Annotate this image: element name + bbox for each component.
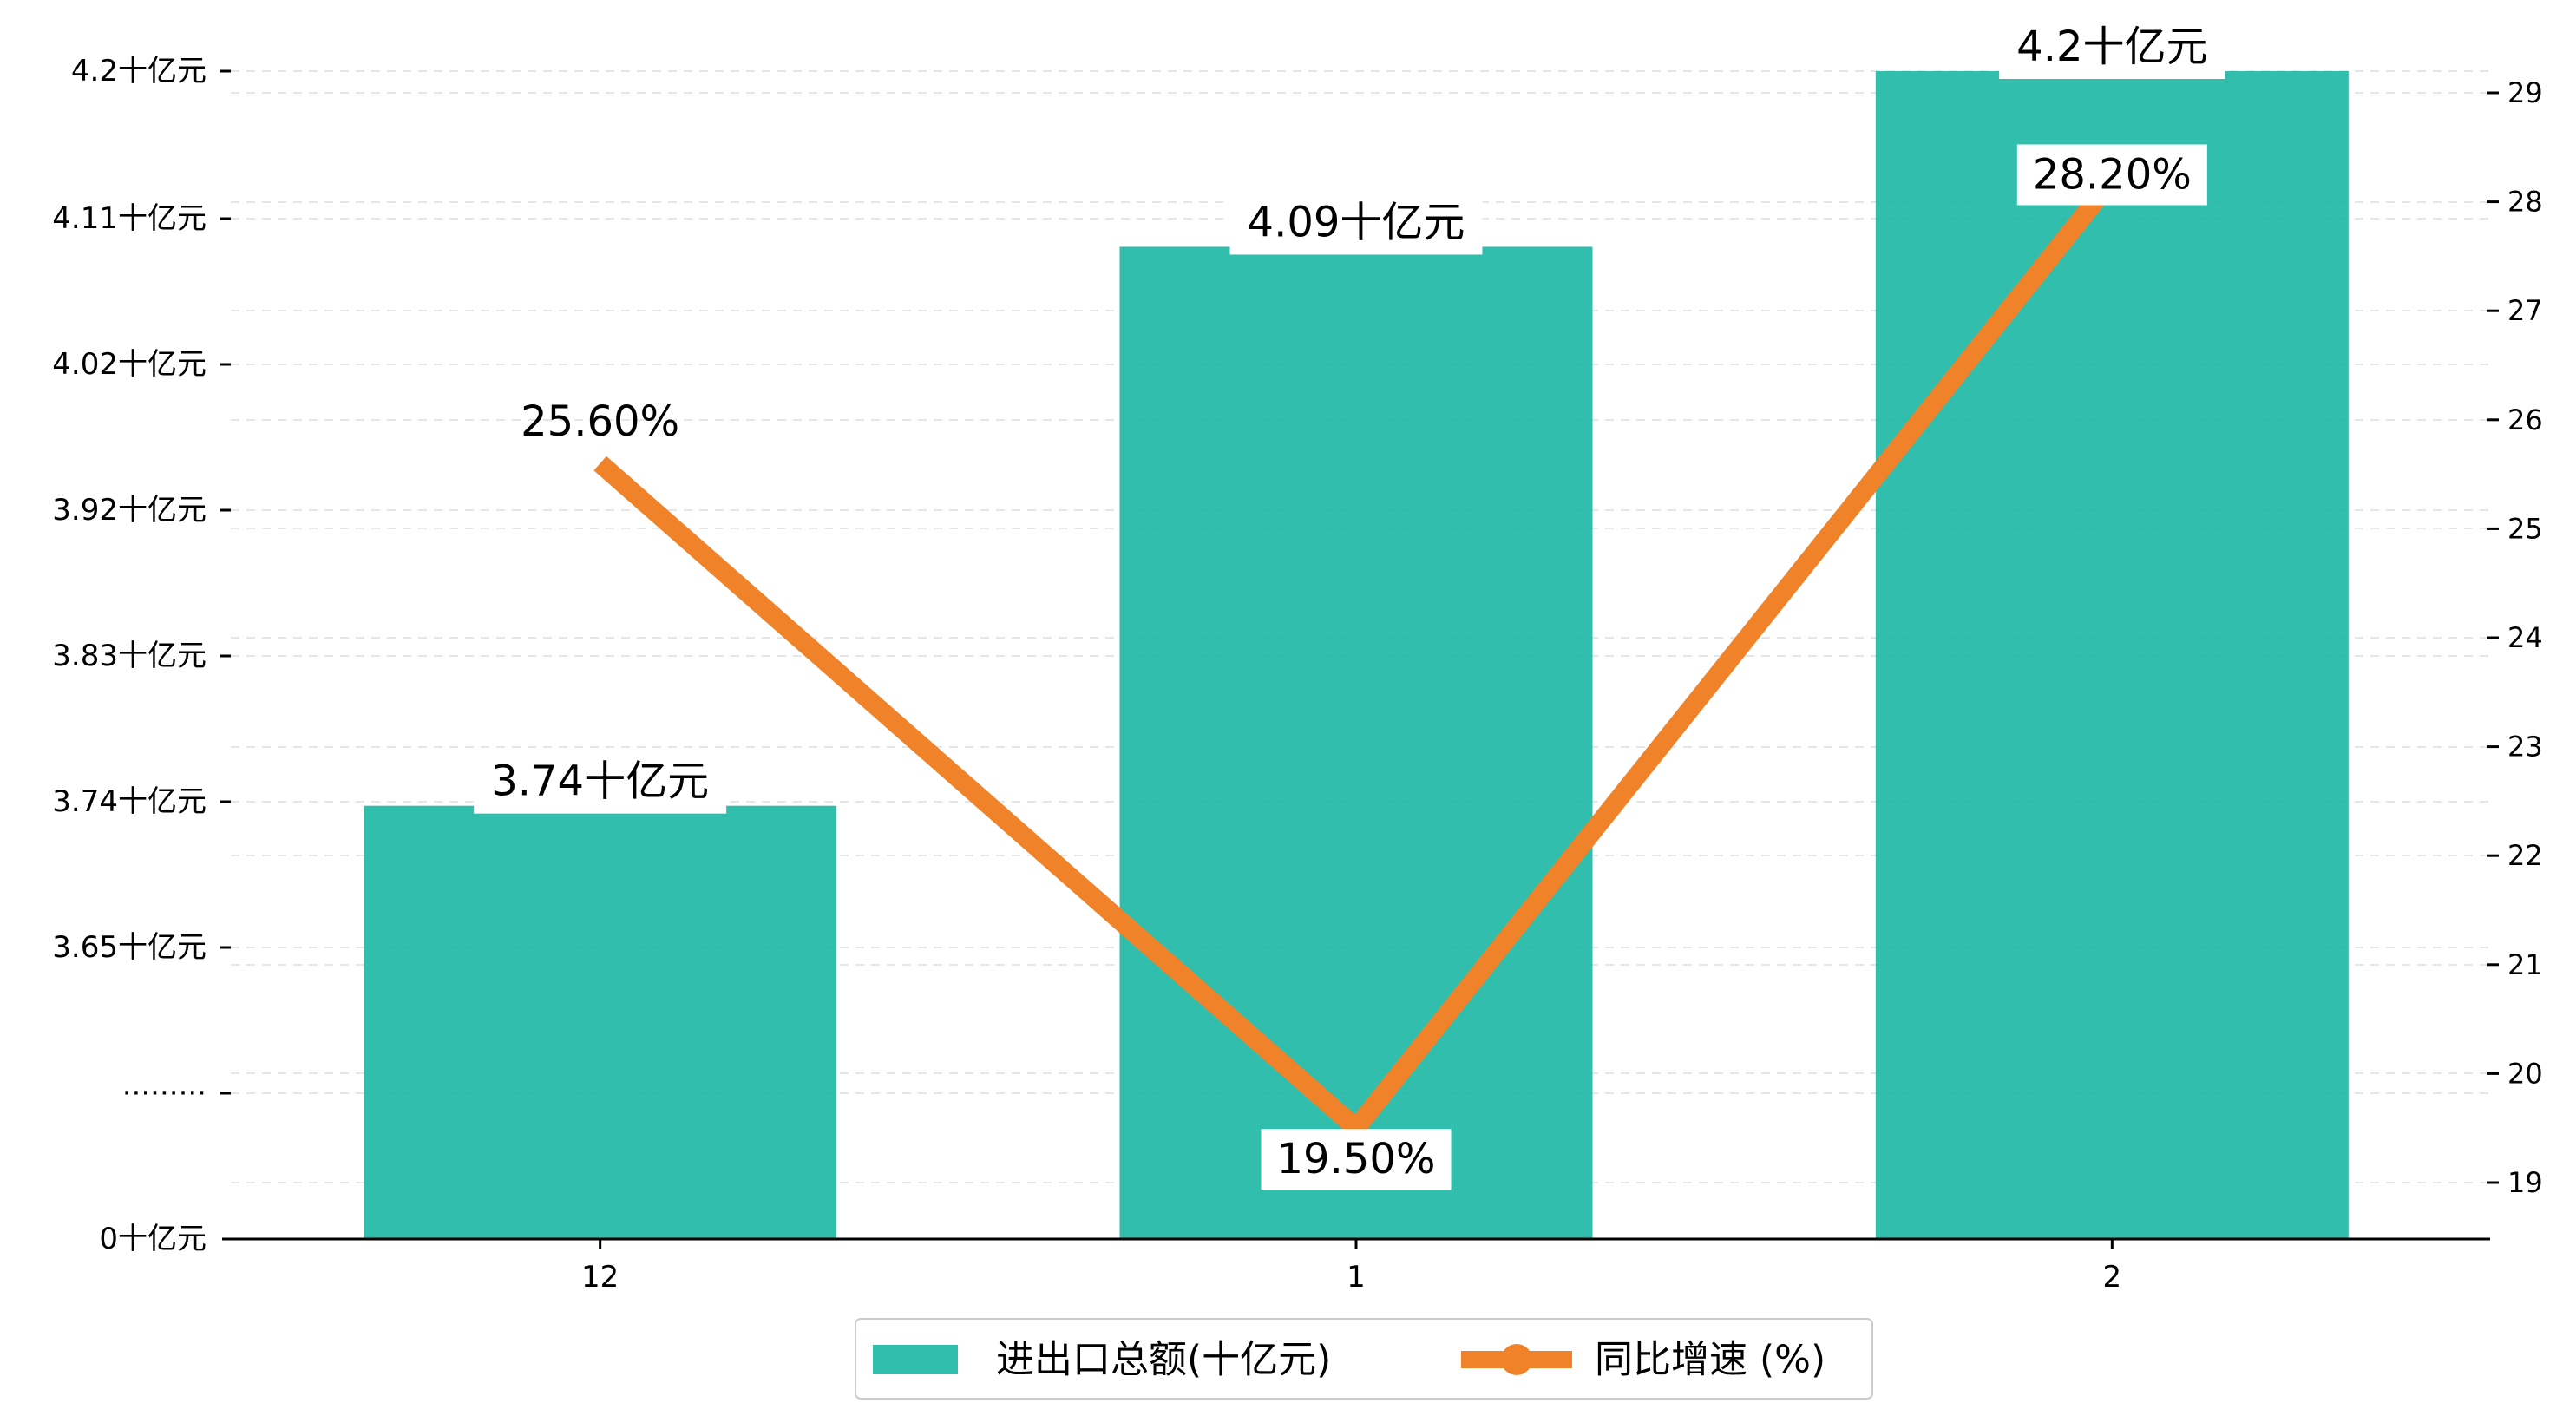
bar-label-12: 3.74十亿元 (474, 749, 727, 814)
legend: 进出口总额(十亿元) 同比增速 (%) (855, 1318, 1873, 1400)
left-tick-label: 3.65十亿元 (52, 930, 206, 965)
left-tick-label: 4.2十亿元 (71, 54, 206, 88)
right-tick-label: 26 (2507, 403, 2543, 436)
right-tick-label: 27 (2507, 294, 2543, 327)
right-tick-label: 22 (2507, 839, 2543, 872)
svg-text:4.09十亿元: 4.09十亿元 (1248, 198, 1465, 246)
right-tick-label: 29 (2507, 76, 2543, 109)
axes: 0十亿元 ········· 3.65十亿元 3.74十亿元 3.83十亿元 3.92十亿… (52, 54, 2542, 1295)
bar-labels: 3.74十亿元 4.09十亿元 4.2十亿元 (474, 15, 2225, 814)
svg-text:28.20%: 28.20% (2033, 150, 2192, 199)
line-label-1: 19.50% (1261, 1129, 1452, 1190)
bar-2 (1875, 71, 2349, 1239)
x-tick-label: 1 (1347, 1260, 1366, 1295)
bar-label-2: 4.2十亿元 (1999, 15, 2225, 79)
left-tick-label: 3.74十亿元 (52, 784, 206, 819)
legend-label-line: 同比增速 (%) (1595, 1338, 1825, 1382)
line-label-12: 25.60% (521, 397, 679, 446)
right-tick-label: 21 (2507, 948, 2543, 981)
svg-text:3.74十亿元: 3.74十亿元 (491, 757, 709, 806)
line-label-2: 28.20% (2016, 144, 2207, 206)
bar-1 (1119, 246, 1593, 1239)
bar-series (364, 71, 2349, 1239)
left-tick-label: 0十亿元 (99, 1222, 206, 1256)
line-series (593, 174, 2120, 1143)
right-tick-label: 20 (2507, 1057, 2543, 1090)
bar-12 (364, 805, 837, 1239)
left-tick-label: 4.11十亿元 (52, 201, 206, 236)
legend-label-bar: 进出口总额(十亿元) (996, 1338, 1331, 1382)
left-tick-label: 4.02十亿元 (52, 347, 206, 382)
svg-text:4.2十亿元: 4.2十亿元 (2016, 23, 2207, 71)
left-tick-label: 3.92十亿元 (52, 493, 206, 528)
bar-label-1: 4.09十亿元 (1229, 190, 1483, 255)
legend-box (855, 1318, 1873, 1400)
legend-swatch-bar (873, 1345, 958, 1374)
right-tick-label: 23 (2507, 731, 2543, 764)
growth-line (593, 174, 2120, 1143)
right-tick-label: 25 (2507, 512, 2543, 545)
x-tick-label: 12 (581, 1260, 619, 1295)
legend-marker-line (1501, 1344, 1532, 1375)
right-tick-label: 28 (2507, 186, 2543, 219)
svg-text:19.50%: 19.50% (1276, 1135, 1435, 1183)
line-labels: 25.60% 19.50% 28.20% (521, 144, 2207, 1190)
svg-text:25.60%: 25.60% (521, 397, 679, 446)
right-tick-label: 24 (2507, 621, 2543, 654)
left-tick-label: 3.83十亿元 (52, 639, 206, 673)
x-tick-label: 2 (2103, 1260, 2122, 1295)
left-tick-label: ········· (122, 1076, 206, 1111)
right-tick-label: 19 (2507, 1166, 2543, 1199)
